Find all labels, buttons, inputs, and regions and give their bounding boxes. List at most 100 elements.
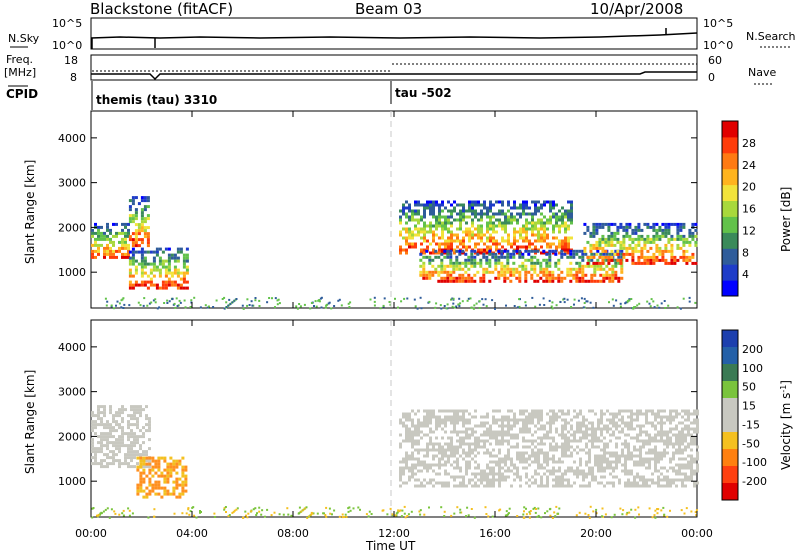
echo-cell xyxy=(503,279,507,283)
echo-cell xyxy=(486,439,489,443)
echo-cell xyxy=(604,243,608,247)
echo-cell xyxy=(130,429,133,433)
echo-cell xyxy=(417,221,420,225)
echo-cell xyxy=(613,237,617,241)
scatter-point xyxy=(333,305,336,307)
echo-cell xyxy=(675,427,678,431)
echo-cell xyxy=(652,237,656,241)
echo-cell xyxy=(621,451,624,455)
scatter-point xyxy=(229,302,232,305)
echo-cell xyxy=(606,463,609,467)
echo-cell xyxy=(500,261,504,265)
echo-cell xyxy=(613,234,617,238)
echo-cell xyxy=(679,228,683,232)
echo-cell xyxy=(166,465,170,469)
scatter-point xyxy=(189,306,192,308)
scatter-point xyxy=(446,303,449,306)
echo-cell xyxy=(567,215,570,219)
echo-cell xyxy=(684,439,687,443)
echo-cell xyxy=(604,240,608,244)
echo-cell xyxy=(441,457,444,461)
echo-cell xyxy=(534,245,537,249)
echo-cell xyxy=(552,421,555,425)
echo-cell xyxy=(672,409,675,413)
echo-cell xyxy=(139,489,143,493)
echo-cell xyxy=(423,236,426,240)
scatter-point xyxy=(315,305,318,308)
echo-cell xyxy=(528,457,531,461)
scatter-point xyxy=(118,302,121,305)
echo-cell xyxy=(510,245,513,249)
scatter-point xyxy=(266,508,269,511)
scatter-point xyxy=(104,297,107,300)
echo-cell xyxy=(428,270,432,274)
scatter-point xyxy=(452,302,455,305)
echo-cell xyxy=(655,258,659,262)
echo-cell xyxy=(534,224,537,228)
echo-cell xyxy=(597,436,600,440)
echo-cell xyxy=(672,415,675,419)
echo-cell xyxy=(593,270,597,274)
echo-cell xyxy=(567,481,570,485)
echo-cell xyxy=(423,215,426,219)
echo-cell xyxy=(181,468,185,472)
echo-cell xyxy=(414,463,417,467)
echo-cell xyxy=(134,265,138,269)
echo-cell xyxy=(184,489,188,493)
echo-cell xyxy=(182,277,186,281)
echo-cell xyxy=(456,430,459,434)
scatter-point xyxy=(485,513,488,515)
scatter-point xyxy=(381,509,384,512)
echo-cell xyxy=(137,238,141,242)
echo-cell xyxy=(524,279,528,283)
echo-cell xyxy=(474,409,477,413)
echo-cell xyxy=(620,264,624,268)
echo-cell xyxy=(124,243,127,247)
echo-cell xyxy=(124,456,127,460)
echo-cell xyxy=(696,454,699,458)
echo-cell xyxy=(405,451,408,455)
echo-cell xyxy=(646,255,650,259)
echo-cell xyxy=(501,457,504,461)
echo-cell xyxy=(570,221,573,225)
echo-cell xyxy=(471,218,474,222)
echo-cell xyxy=(631,249,635,253)
scatter-point xyxy=(461,300,464,303)
echo-cell xyxy=(181,483,185,487)
scatter-point xyxy=(428,300,431,303)
echo-cell xyxy=(590,252,594,256)
echo-cell xyxy=(617,255,621,259)
echo-cell xyxy=(630,469,633,473)
echo-cell xyxy=(545,261,549,265)
scatter-point xyxy=(459,511,462,514)
echo-cell xyxy=(681,451,684,455)
echo-cell xyxy=(601,222,605,226)
echo-cell xyxy=(130,444,133,448)
echo-cell xyxy=(115,447,118,451)
echo-cell xyxy=(558,209,561,213)
echo-cell xyxy=(495,418,498,422)
echo-cell xyxy=(453,430,456,434)
echo-cell xyxy=(468,203,471,207)
echo-cell xyxy=(518,273,522,277)
echo-cell xyxy=(608,279,612,283)
echo-cell xyxy=(489,430,492,434)
echo-cell xyxy=(519,475,522,479)
echo-cell xyxy=(610,240,614,244)
echo-cell xyxy=(678,457,681,461)
echo-cell xyxy=(642,457,645,461)
colorbar-tick-label: 100 xyxy=(742,362,763,375)
echo-cell xyxy=(181,456,185,460)
echo-cell xyxy=(540,412,543,416)
echo-cell xyxy=(648,460,651,464)
scatter-point xyxy=(147,516,150,519)
echo-cell xyxy=(660,418,663,422)
echo-cell xyxy=(605,258,609,262)
echo-cell xyxy=(589,234,593,238)
echo-cell xyxy=(109,426,112,430)
echo-cell xyxy=(637,258,641,262)
echo-cell xyxy=(435,418,438,422)
echo-cell xyxy=(414,448,417,452)
echo-cell xyxy=(112,426,115,430)
echo-cell xyxy=(91,462,94,466)
